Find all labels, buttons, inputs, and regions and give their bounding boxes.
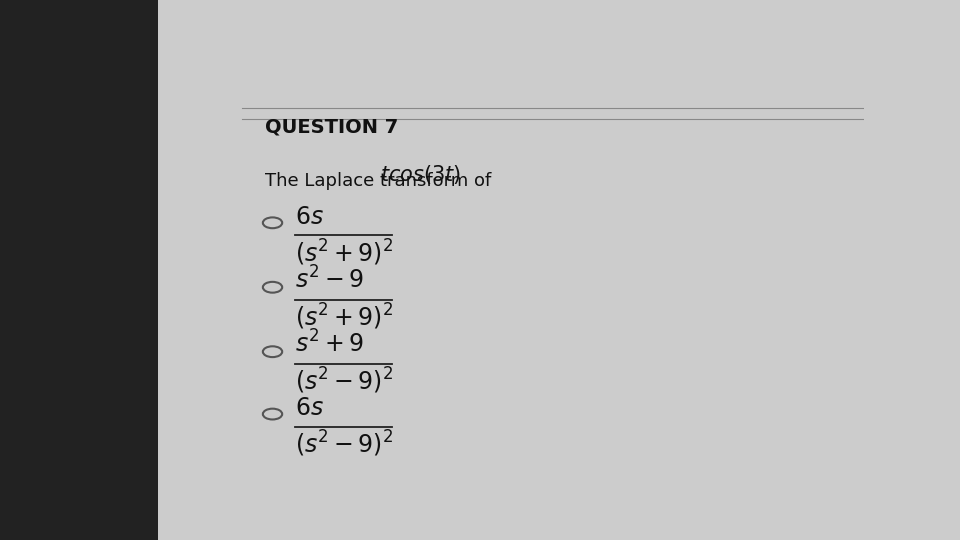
Text: $6s$: $6s$ [295,396,324,420]
Text: $6s$: $6s$ [295,205,324,229]
Text: $(s^2-9)^2$: $(s^2-9)^2$ [295,429,393,459]
Text: $(s^2+9)^2$: $(s^2+9)^2$ [295,238,393,267]
Text: QUESTION 7: QUESTION 7 [265,118,398,137]
Text: $tcos(3t)$: $tcos(3t)$ [380,164,462,186]
Text: $(s^2+9)^2$: $(s^2+9)^2$ [295,302,393,332]
Text: The Laplace transform of: The Laplace transform of [265,172,497,190]
Text: $s^2-9$: $s^2-9$ [295,266,364,294]
Text: $s^2+9$: $s^2+9$ [295,330,364,358]
Text: $(s^2-9)^2$: $(s^2-9)^2$ [295,366,393,396]
